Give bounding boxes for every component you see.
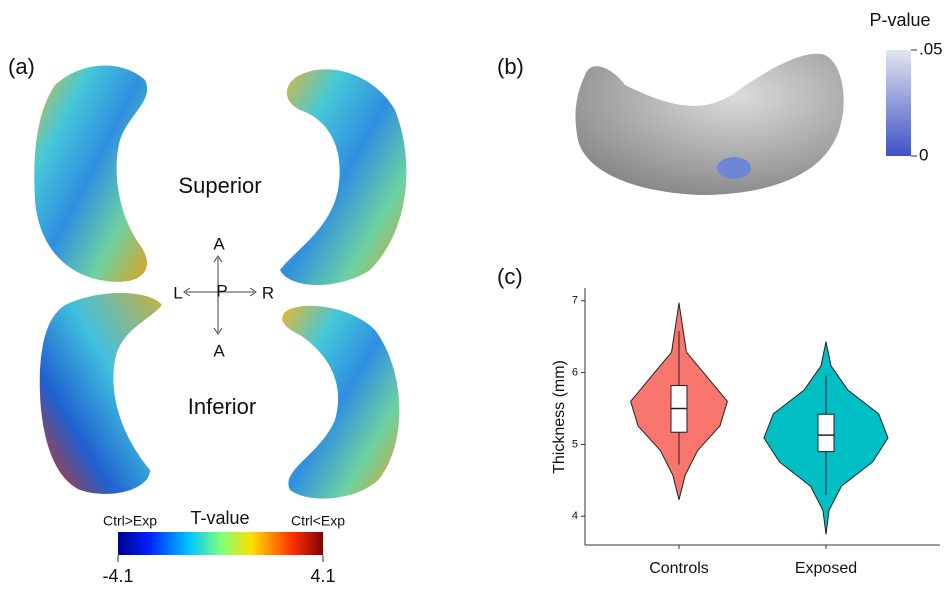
x-tick-label: Controls [649,560,709,577]
colorbar-left-label: Ctrl>Exp [103,513,157,529]
surface-inferior-right [282,306,399,499]
significant-cluster [717,157,751,179]
colorbar-right-label: Ctrl<Exp [291,513,345,529]
compass-center: P [216,281,227,300]
y-tick-label: 7 [572,295,578,307]
compass-right: R [262,283,274,302]
panel-a: (a) Superior Inferior A P L R A Ctrl>Exp… [8,54,406,555]
compass-top: A [213,234,225,253]
colorbar [118,532,323,555]
panel-b: (b) P-value [497,10,931,195]
figure: (a) Superior Inferior A P L R A Ctrl>Exp… [0,0,949,592]
panel-label: (b) [497,54,524,79]
x-tick-label: Exposed [795,560,857,577]
colorbar-tick-label: -4.1 [102,566,133,586]
y-tick-label: 6 [572,367,578,379]
surface-gray [576,54,844,195]
box [818,414,834,451]
y-tick-label: 5 [572,438,578,450]
colorbar-tick-label: .05 [919,39,943,58]
inferior-label: Inferior [188,394,256,419]
y-tick-label: 4 [572,510,578,522]
compass-left: L [173,283,182,302]
panel-label: (a) [8,54,35,79]
colorbar-title: P-value [869,10,930,30]
compass-bottom: A [213,341,225,360]
panel-label: (c) [497,264,523,289]
superior-label: Superior [178,173,261,198]
surface-inferior-left [40,293,162,494]
colorbar [886,50,911,156]
colorbar-tick-label: 0 [919,145,928,164]
surface-superior-right [280,69,406,285]
colorbar-title: T-value [190,508,249,528]
y-axis-title: Thickness (mm) [551,360,568,474]
colorbar-tick-label: 4.1 [310,566,335,586]
surface-superior-left [34,65,147,281]
